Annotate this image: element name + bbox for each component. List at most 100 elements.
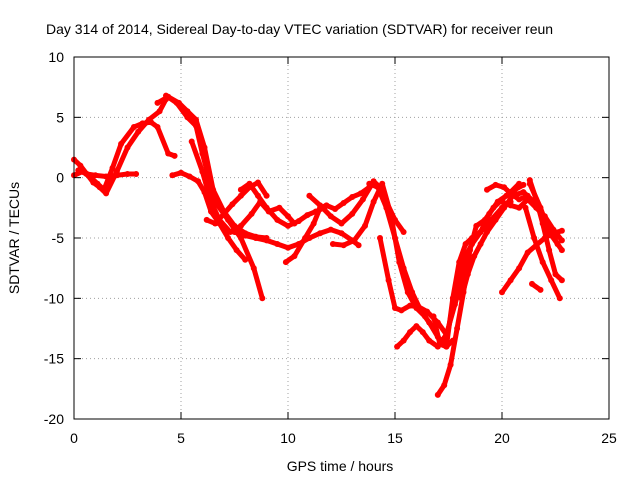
- data-point: [507, 190, 514, 197]
- data-point: [255, 192, 261, 199]
- data-point: [255, 179, 261, 186]
- data-point: [75, 167, 82, 174]
- data-point: [276, 204, 283, 211]
- data-point: [175, 99, 182, 106]
- data-point: [208, 198, 214, 205]
- data-point: [263, 192, 270, 199]
- data-point: [546, 247, 553, 254]
- data-point: [242, 256, 249, 263]
- data-point: [92, 172, 99, 179]
- data-point: [225, 235, 232, 241]
- data-point: [285, 244, 291, 251]
- data-series: [526, 177, 565, 284]
- data-point: [195, 178, 202, 185]
- series-layer: [71, 92, 565, 398]
- series-trace: [169, 170, 248, 263]
- data-point: [516, 204, 523, 211]
- y-axis-label: SDTVAR / TECUs: [6, 182, 22, 294]
- data-series: [169, 169, 249, 263]
- data-point: [295, 218, 302, 225]
- data-series: [366, 180, 456, 350]
- data-point: [201, 144, 208, 151]
- data-point: [548, 277, 555, 284]
- data-point: [520, 181, 527, 188]
- data-point: [558, 237, 565, 244]
- data-point: [274, 241, 281, 247]
- data-point: [456, 271, 463, 278]
- y-tick-label: 5: [56, 109, 64, 125]
- data-point: [469, 241, 475, 247]
- data-point: [186, 173, 193, 180]
- data-point: [327, 213, 334, 220]
- data-point: [430, 313, 437, 320]
- data-point: [113, 172, 120, 179]
- data-point: [477, 229, 484, 235]
- data-series: [282, 184, 373, 266]
- data-point: [233, 247, 240, 254]
- y-tick-label: -20: [44, 411, 64, 427]
- data-point: [524, 249, 531, 256]
- data-point: [237, 222, 244, 229]
- data-point: [285, 222, 291, 229]
- data-point: [340, 242, 347, 249]
- ticks: [73, 56, 610, 420]
- data-point: [332, 206, 339, 212]
- data-point: [220, 210, 227, 217]
- data-point: [533, 196, 540, 203]
- data-point: [385, 277, 392, 284]
- data-point: [199, 168, 206, 175]
- data-point: [454, 325, 461, 332]
- data-point: [441, 382, 448, 389]
- grid: [74, 57, 609, 419]
- data-point: [400, 229, 407, 235]
- data-point: [210, 186, 217, 193]
- data-point: [135, 128, 142, 135]
- data-point: [531, 235, 538, 241]
- data-point: [558, 247, 565, 254]
- data-point: [357, 190, 364, 197]
- data-point: [317, 230, 324, 237]
- data-point: [486, 210, 493, 217]
- data-point: [449, 301, 456, 308]
- data-point: [212, 220, 219, 227]
- data-point: [338, 220, 345, 227]
- data-point: [494, 198, 501, 205]
- data-point: [259, 295, 266, 302]
- x-axis-label: GPS time / hours: [287, 458, 394, 474]
- data-point: [171, 152, 178, 159]
- data-point: [242, 232, 249, 239]
- data-point: [248, 210, 255, 217]
- data-point: [407, 329, 413, 336]
- data-point: [148, 119, 154, 126]
- data-series: [377, 235, 450, 338]
- data-point: [558, 277, 565, 284]
- data-point: [178, 169, 184, 176]
- data-point: [458, 295, 465, 302]
- data-point: [492, 216, 499, 223]
- data-point: [139, 120, 146, 127]
- data-point: [227, 229, 234, 235]
- data-point: [103, 173, 110, 180]
- data-point: [130, 124, 137, 130]
- data-point: [426, 319, 433, 326]
- y-tick-label: -10: [44, 290, 64, 306]
- data-point: [537, 286, 544, 293]
- y-tick-label: -5: [52, 230, 65, 246]
- data-point: [529, 280, 535, 287]
- data-point: [522, 204, 529, 211]
- data-point: [310, 220, 317, 227]
- data-point: [250, 265, 257, 272]
- data-point: [424, 308, 431, 315]
- data-point: [304, 212, 311, 219]
- data-point: [436, 341, 443, 348]
- data-point: [362, 222, 368, 229]
- data-point: [392, 305, 398, 311]
- data-point: [484, 186, 490, 193]
- data-point: [355, 242, 362, 249]
- data-point: [169, 172, 176, 179]
- data-point: [246, 180, 253, 187]
- data-point: [237, 192, 244, 199]
- data-point: [263, 237, 270, 244]
- data-point: [383, 204, 390, 211]
- data-point: [154, 124, 161, 130]
